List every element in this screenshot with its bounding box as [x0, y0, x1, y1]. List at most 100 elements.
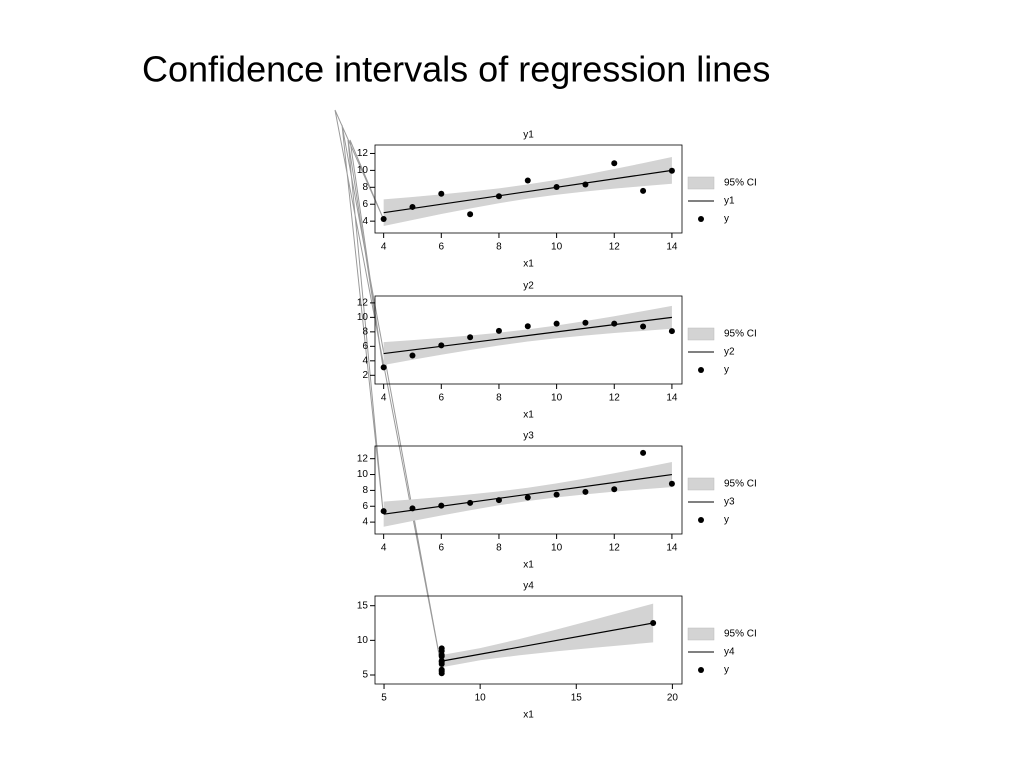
y-tick-label: 8: [362, 182, 368, 193]
y-tick-label: 15: [357, 600, 369, 611]
point: [611, 160, 618, 167]
legend-label: y1: [724, 196, 735, 207]
point: [553, 320, 560, 327]
y-tick-label: 4: [362, 216, 368, 227]
x-tick-label: 4: [381, 543, 387, 554]
x-tick-label: 15: [571, 693, 583, 704]
point: [467, 211, 474, 218]
y-tick-label: 5: [362, 670, 368, 681]
plot-area: [383, 157, 672, 227]
point: [582, 319, 589, 326]
point: [650, 620, 657, 627]
y-tick-label: 10: [357, 312, 369, 323]
point: [409, 505, 416, 512]
y-tick-label: 10: [357, 635, 369, 646]
y-tick-label: 12: [357, 298, 369, 309]
plot-frame: [374, 295, 683, 385]
point: [409, 203, 416, 210]
x-axis-label: x1: [523, 710, 534, 721]
point: [611, 320, 618, 327]
point: [668, 328, 675, 335]
fit-line: [383, 316, 672, 355]
x-tick-label: 8: [496, 242, 502, 253]
point: [640, 323, 647, 330]
x-axis-label: x1: [523, 560, 534, 571]
y-tick-label: 6: [362, 501, 368, 512]
legend-label: y: [724, 515, 729, 526]
x-tick-label: 12: [609, 543, 621, 554]
y-tick-label: 10: [357, 165, 369, 176]
y-tick-label: 6: [362, 199, 368, 210]
x-tick-label: 8: [496, 543, 502, 554]
x-tick-label: 4: [381, 393, 387, 404]
x-tick-label: 20: [667, 693, 679, 704]
legend-swatch: [687, 327, 715, 341]
chart: y4 5 10 15 5 10 15 20 x1 95% CI y4 y: [357, 581, 757, 721]
x-tick-label: 10: [551, 242, 563, 253]
y-tick-label: 12: [357, 453, 369, 464]
y-tick-label: 8: [362, 485, 368, 496]
y-tick-label: 10: [357, 469, 369, 480]
point: [640, 187, 647, 194]
point: [495, 327, 502, 334]
point: [524, 323, 531, 330]
fit-line: [383, 473, 672, 515]
point: [438, 668, 445, 675]
plot-frame: [374, 144, 683, 234]
x-tick-label: 10: [475, 693, 487, 704]
legend-label: y: [724, 214, 729, 225]
x-axis-label: x1: [523, 259, 534, 270]
point: [467, 334, 474, 341]
chart-title: y4: [523, 581, 534, 592]
y-tick-label: 12: [357, 148, 369, 159]
plot-area: [383, 305, 672, 366]
x-tick-label: 6: [439, 393, 445, 404]
legend-swatch: [698, 517, 704, 523]
point: [553, 183, 560, 190]
x-tick-label: 8: [496, 393, 502, 404]
point: [524, 494, 531, 501]
legend-swatch: [698, 216, 704, 222]
x-tick-label: 14: [666, 242, 678, 253]
legend-label: 95% CI: [724, 629, 757, 640]
plot-area: [383, 462, 672, 527]
point: [380, 215, 387, 222]
legend-label: y: [724, 365, 729, 376]
fit-line: [441, 622, 654, 662]
point: [380, 508, 387, 515]
chart: y1 4 6 8 10 12 4 6 8 10 12 14 x1 95% CI y1 y: [357, 130, 757, 270]
x-axis-label: x1: [523, 410, 534, 421]
x-tick-label: 4: [381, 242, 387, 253]
point: [438, 651, 445, 658]
legend-label: y: [724, 665, 729, 676]
point: [524, 177, 531, 184]
point: [467, 499, 474, 506]
point: [438, 342, 445, 349]
x-tick-label: 14: [666, 393, 678, 404]
artifact-lines: [334, 109, 442, 666]
ci-band: [441, 603, 654, 668]
point: [640, 449, 647, 456]
fit-line: [383, 169, 672, 214]
x-tick-label: 10: [551, 543, 563, 554]
point: [495, 193, 502, 200]
legend-label: y4: [724, 647, 735, 658]
point: [438, 190, 445, 197]
legend-label: y3: [724, 497, 735, 508]
legend-swatch: [687, 627, 715, 641]
point: [495, 497, 502, 504]
point: [380, 364, 387, 371]
x-tick-label: 6: [439, 242, 445, 253]
x-tick-label: 14: [666, 543, 678, 554]
point: [409, 352, 416, 359]
legend-label: 95% CI: [724, 479, 757, 490]
point: [438, 502, 445, 509]
y-tick-label: 6: [362, 341, 368, 352]
legend-swatch: [698, 667, 704, 673]
chart-title: y1: [523, 130, 534, 141]
x-tick-label: 10: [551, 393, 563, 404]
y-tick-label: 2: [362, 370, 368, 381]
x-tick-label: 5: [381, 693, 387, 704]
legend-swatch: [687, 176, 715, 190]
